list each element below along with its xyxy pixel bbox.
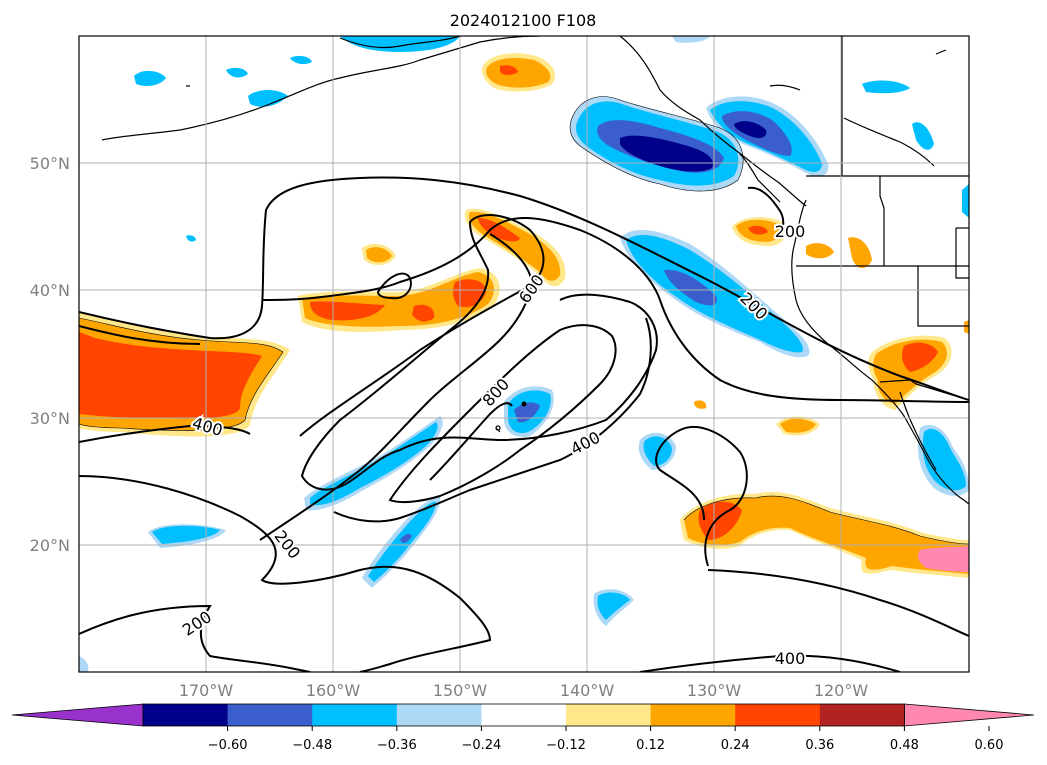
colorbar-segment [396, 704, 482, 726]
shade-region [290, 55, 312, 65]
shade-region [694, 400, 707, 409]
contour-400-west [79, 424, 251, 443]
shade-region [248, 90, 288, 107]
lat-label: 40°N [30, 281, 70, 300]
colorbar-extend-high [904, 703, 1035, 727]
colorbar-tick-label: 0.36 [805, 738, 834, 753]
shade-region [340, 36, 460, 52]
shade-region [500, 65, 518, 75]
map-content [79, 36, 969, 672]
contour-400-east [655, 425, 748, 567]
colorbar-segment [143, 704, 229, 726]
shade-region [862, 80, 910, 94]
colorbar-tick-label: 0.60 [975, 738, 1004, 753]
shade-region [962, 184, 969, 218]
contour-label: 200 [775, 222, 806, 241]
colorbar-segment [312, 704, 398, 726]
lon-label: 130°W [687, 681, 742, 700]
shade-region [806, 243, 834, 259]
colorbar-tick-label: −0.24 [461, 738, 501, 753]
map-frame [78, 35, 970, 673]
contour-800 [388, 324, 617, 504]
shade-region [486, 58, 551, 88]
colorbar-tick-label: −0.36 [377, 738, 417, 753]
shade-region [597, 592, 630, 620]
colorbar-tick-label: 0.12 [636, 738, 665, 753]
colorbar-tick-label: 0.48 [890, 738, 919, 753]
shade-region [912, 122, 934, 150]
shade-region [514, 402, 540, 423]
shade-region [922, 428, 966, 491]
contour-200-sw [79, 604, 311, 672]
colorbar-segment [735, 704, 821, 726]
colorbar-tick-label: −0.48 [292, 738, 332, 753]
colorbar-tick-label: −0.12 [546, 738, 586, 753]
colorbar-border [142, 703, 905, 727]
lat-label: 30°N [30, 409, 70, 428]
graticule [79, 36, 969, 672]
contour-lines [79, 176, 969, 672]
lat-label: 50°N [30, 154, 70, 173]
contour-400-south [707, 569, 969, 637]
shade-region [478, 218, 520, 242]
contour-600-inner [333, 317, 652, 523]
shade-region [186, 235, 196, 242]
shade-region [400, 533, 412, 543]
shade-region [848, 237, 872, 269]
contour-dot [495, 425, 501, 431]
colorbar-tick-label: −0.60 [208, 738, 248, 753]
shade-region [134, 70, 166, 86]
colorbar-segment [650, 704, 736, 726]
shade-region [310, 301, 385, 321]
lon-label: 170°W [179, 681, 234, 700]
shade-region [453, 279, 486, 308]
contour-400-bottom [639, 654, 901, 672]
lon-label: 140°W [560, 681, 615, 700]
colorbar-tick-label: 0.24 [721, 738, 750, 753]
shade-outlines [79, 96, 969, 545]
lat-label: 20°N [30, 536, 70, 555]
colorbar: −0.60 −0.48 −0.36 −0.24 −0.12 0.12 0.24 0.36 0.4… [11, 703, 1035, 753]
contour-600 [299, 214, 658, 491]
shade-region [780, 418, 816, 433]
lon-label: 120°W [814, 681, 869, 700]
shade-region [734, 121, 767, 138]
coastlines [101, 36, 969, 505]
colorbar-segment [566, 704, 652, 726]
colorbar-segment [481, 704, 567, 726]
colorbar-segment [227, 704, 313, 726]
positive-anomaly-shading [79, 53, 969, 578]
map-title: 2024012100 F108 [450, 11, 597, 30]
contour-coast [747, 186, 785, 239]
contour-400-west-top [79, 325, 201, 345]
contour-200-inner [79, 475, 492, 672]
longitude-labels: 170°W 160°W 150°W 140°W 130°W 120°W [179, 681, 869, 700]
shade-region [366, 247, 392, 263]
contour-label: 400 [775, 649, 806, 668]
contour-400-main [261, 217, 969, 403]
shade-region [664, 269, 717, 306]
shade-region [79, 332, 262, 419]
shade-region [902, 342, 938, 372]
shade-region [684, 495, 969, 574]
contour-dot [521, 401, 527, 407]
shade-region [748, 225, 768, 235]
lon-label: 160°W [306, 681, 361, 700]
contour-800-inner [429, 402, 513, 481]
shade-region [79, 656, 89, 672]
shade-region [412, 304, 435, 322]
shade-region [672, 36, 710, 43]
colorbar-segment [819, 704, 905, 726]
shade-region [918, 546, 969, 572]
shade-region [152, 525, 220, 544]
contour-200-outer [79, 176, 969, 401]
shade-region [226, 67, 248, 78]
latitude-labels: 50°N 40°N 30°N 20°N [30, 154, 70, 555]
shade-region [964, 320, 969, 334]
colorbar-extend-low [11, 703, 144, 727]
lon-label: 150°W [433, 681, 488, 700]
contour-small-ring [376, 272, 412, 300]
